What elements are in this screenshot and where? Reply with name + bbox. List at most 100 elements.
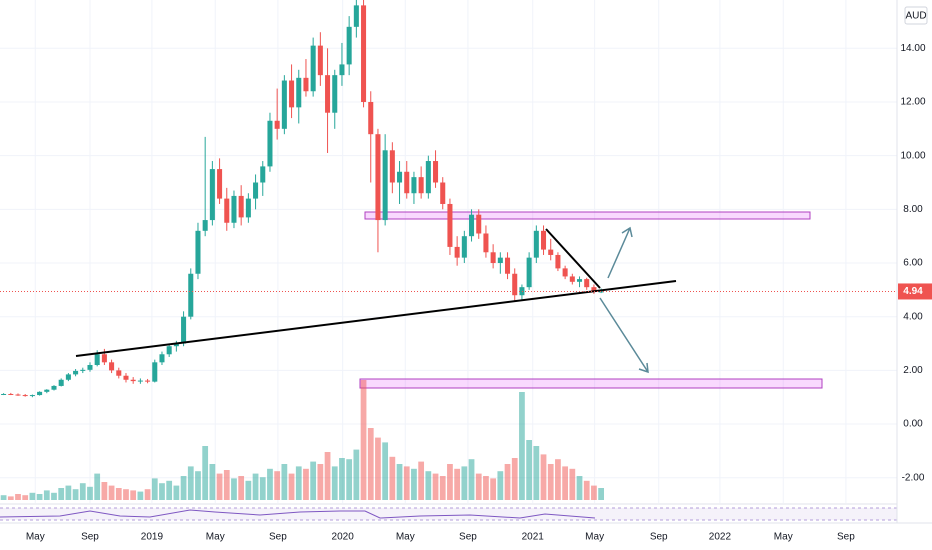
- volume-bar: [58, 488, 65, 500]
- candle-body: [533, 230, 539, 258]
- axes: -2.00 0.00 2.00 4.00 6.00 8.00 10.00 12.00 14.00…: [0, 43, 932, 543]
- volume-bar: [425, 471, 432, 500]
- volume-bar: [490, 478, 497, 500]
- volume-bar: [288, 473, 295, 500]
- volume-bar: [447, 464, 453, 500]
- volume-bar: [475, 473, 482, 500]
- candle-body: [238, 195, 244, 218]
- volume-bar: [483, 476, 489, 500]
- volume-bar: [382, 442, 389, 500]
- candle-body: [8, 393, 14, 395]
- candle-body: [512, 273, 518, 296]
- candle-body: [598, 291, 604, 293]
- y-tick-label: 8.00: [903, 204, 923, 215]
- volume-bar: [187, 466, 194, 500]
- candle-body: [303, 77, 309, 92]
- candle-body: [562, 268, 568, 277]
- volume-bar: [310, 461, 317, 500]
- candle-body: [224, 198, 230, 223]
- volume-bar: [144, 489, 151, 500]
- candle-body: [375, 134, 381, 221]
- x-tick-label: Sep: [837, 532, 855, 543]
- x-tick-label: May: [26, 532, 45, 543]
- candle-body: [505, 257, 511, 274]
- volume-bar: [555, 459, 561, 500]
- candle-body: [483, 233, 489, 253]
- volume-bar: [7, 496, 14, 500]
- candle-body: [526, 257, 532, 288]
- arrows: [599, 226, 649, 374]
- candle-body: [497, 257, 503, 264]
- volume-bar: [195, 471, 201, 500]
- volume-bar: [353, 449, 360, 500]
- last-price-box: [898, 283, 932, 300]
- currency: AUD: [905, 11, 926, 22]
- x-tick-label: May: [206, 532, 225, 543]
- candle-body: [65, 374, 71, 380]
- arrow-down: [599, 297, 649, 374]
- volume-bar: [209, 464, 216, 500]
- y-tick-label: 14.00: [900, 43, 925, 54]
- candle-body: [202, 220, 208, 231]
- candle-body: [325, 75, 331, 113]
- support-zone: [359, 378, 823, 389]
- volume-bar: [29, 492, 36, 500]
- candle-body: [490, 252, 496, 264]
- volume-bar: [324, 452, 331, 500]
- volume-bar: [0, 495, 7, 500]
- candle-body: [173, 343, 179, 347]
- grid: [0, 0, 897, 503]
- x-tick-label: Sep: [269, 532, 287, 543]
- volume-bar: [51, 492, 57, 500]
- candle-body: [461, 236, 467, 258]
- volume-bar: [79, 483, 86, 500]
- trend-line: [545, 228, 601, 289]
- volume-bar: [317, 464, 324, 500]
- candle-body: [591, 287, 597, 292]
- candle-body: [425, 161, 431, 194]
- candle-body: [274, 120, 280, 129]
- volume-bar: [497, 471, 504, 500]
- candle-body: [404, 171, 410, 194]
- candle-body: [433, 161, 439, 183]
- volume-bar: [295, 466, 302, 500]
- volume-bar: [151, 478, 158, 500]
- candle-body: [317, 45, 323, 76]
- volume-bar: [540, 454, 547, 500]
- volume-bar: [526, 440, 533, 500]
- volume-bar: [533, 446, 540, 500]
- candle-body: [188, 273, 194, 317]
- volume-bar: [591, 485, 597, 500]
- volume-bar: [547, 464, 554, 500]
- candle-body: [469, 214, 475, 237]
- volume-bar: [281, 464, 288, 500]
- candle-body: [418, 177, 424, 194]
- volume-bar: [245, 480, 252, 500]
- candle-body: [411, 177, 417, 194]
- volume-bar: [504, 464, 511, 500]
- volume-bar: [87, 486, 93, 500]
- volume-bar: [123, 489, 129, 500]
- candle-body: [166, 346, 172, 355]
- candle-body: [37, 391, 43, 396]
- volume-bar: [303, 468, 309, 500]
- candle-body: [51, 385, 57, 390]
- y-tick-label: -2.00: [902, 472, 925, 483]
- candle-body: [569, 276, 575, 282]
- candle-body: [519, 287, 525, 296]
- volume-bar: [274, 471, 281, 500]
- volume-bar: [267, 468, 273, 500]
- volume-bar: [15, 494, 21, 500]
- candle-body: [137, 380, 143, 382]
- candle-body: [332, 75, 338, 113]
- candle-body: [44, 389, 50, 392]
- volume-bar: [166, 480, 173, 500]
- volume-bar: [439, 476, 446, 500]
- volume-bar: [72, 489, 79, 500]
- volume-bar: [231, 478, 237, 500]
- volume-bar: [461, 466, 468, 500]
- candle-body: [353, 5, 359, 27]
- candle-body: [260, 166, 266, 183]
- candle-body: [22, 395, 28, 397]
- volume-bar: [375, 437, 381, 500]
